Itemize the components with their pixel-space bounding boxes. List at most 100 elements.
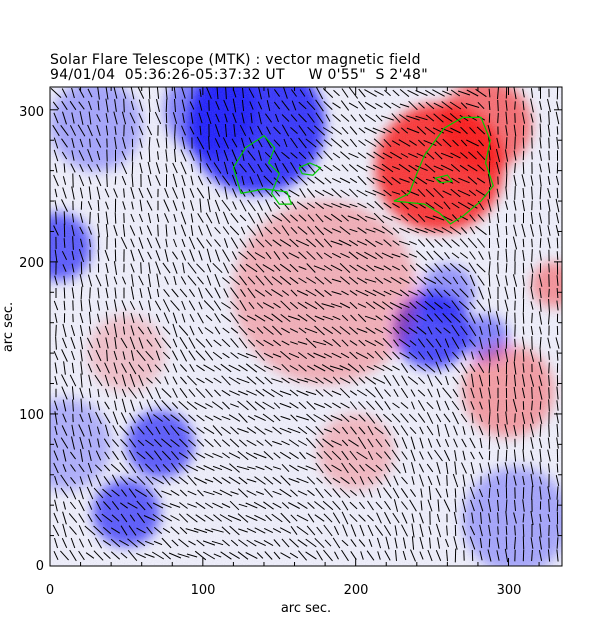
field-vector (95, 500, 102, 511)
field-vector (425, 263, 435, 273)
field-vector (307, 202, 315, 209)
field-vector (127, 549, 138, 562)
field-vector (273, 264, 281, 272)
field-vector (137, 326, 145, 335)
field-vector (452, 376, 459, 385)
field-vector (471, 373, 474, 388)
field-vector (377, 551, 381, 560)
field-vector (442, 276, 452, 285)
field-vector (70, 324, 76, 337)
field-vector (257, 212, 263, 224)
field-vector (314, 225, 325, 236)
field-vector (315, 389, 324, 397)
field-vector (247, 212, 256, 224)
field-vector (435, 523, 442, 538)
field-vector (196, 465, 205, 471)
field-vector (384, 451, 391, 460)
field-vector (88, 226, 92, 235)
field-vector (420, 500, 423, 511)
field-vector (409, 302, 417, 309)
field-vector (97, 249, 100, 262)
field-vector (52, 101, 60, 110)
field-vector (152, 502, 164, 509)
field-vector (197, 276, 204, 285)
field-vector (504, 149, 509, 162)
field-vector (393, 438, 399, 448)
field-vector (246, 527, 257, 534)
field-vector (205, 338, 213, 348)
field-vector (70, 163, 76, 173)
field-vector (199, 149, 202, 162)
field-vector (504, 423, 509, 438)
field-vector (530, 211, 534, 225)
field-vector (170, 425, 180, 436)
field-vector (262, 401, 275, 410)
field-vector (339, 326, 351, 335)
field-vector (288, 189, 300, 197)
field-vector (512, 274, 518, 287)
field-vector (145, 451, 154, 460)
field-vector (247, 327, 256, 334)
field-vector (275, 113, 279, 123)
field-vector (497, 526, 499, 535)
field-vector (365, 238, 376, 248)
field-vector (460, 362, 468, 374)
field-vector (237, 551, 249, 560)
field-vector (334, 551, 339, 560)
field-vector (273, 149, 281, 162)
field-vector (89, 238, 91, 248)
field-vector (392, 365, 400, 371)
field-vector (263, 365, 274, 371)
field-vector (323, 326, 333, 335)
field-vector (392, 127, 400, 134)
field-vector (79, 449, 84, 462)
field-vector (556, 412, 559, 424)
field-vector (434, 239, 443, 247)
field-vector (193, 527, 208, 534)
field-vector (146, 237, 153, 249)
field-vector (179, 336, 188, 350)
field-vector (71, 87, 75, 99)
field-vector (179, 526, 188, 535)
field-vector (548, 424, 550, 437)
field-vector (505, 111, 508, 125)
field-vector (155, 426, 161, 435)
field-vector (475, 88, 487, 98)
field-vector (530, 98, 534, 113)
field-vector (495, 436, 501, 450)
field-vector (479, 463, 483, 473)
x-axis-label: arc sec. (281, 601, 331, 616)
field-vector (442, 387, 452, 399)
field-vector (440, 177, 454, 184)
field-vector (435, 413, 442, 423)
field-vector (443, 327, 451, 334)
field-vector (272, 426, 282, 435)
field-vector (461, 438, 467, 448)
field-vector (298, 214, 307, 222)
field-vector (136, 527, 146, 534)
field-vector (112, 450, 119, 461)
field-vector (280, 475, 291, 486)
field-vector (102, 488, 112, 498)
field-vector (459, 252, 469, 259)
field-vector (264, 212, 273, 224)
field-vector (214, 138, 221, 148)
field-vector (444, 251, 450, 260)
field-vector (357, 175, 367, 186)
field-vector (418, 463, 425, 473)
field-vector (89, 401, 91, 410)
field-vector (342, 524, 348, 537)
field-vector (323, 139, 333, 147)
field-vector (213, 365, 222, 371)
field-vector (365, 301, 376, 310)
field-vector (427, 374, 433, 387)
field-vector (450, 188, 461, 198)
field-vector (556, 136, 559, 150)
field-vector (417, 338, 426, 348)
field-vector (444, 439, 450, 447)
field-vector (436, 438, 441, 448)
field-vector (71, 287, 75, 299)
field-vector (148, 262, 151, 274)
field-vector (247, 199, 256, 212)
field-vector (97, 199, 100, 212)
